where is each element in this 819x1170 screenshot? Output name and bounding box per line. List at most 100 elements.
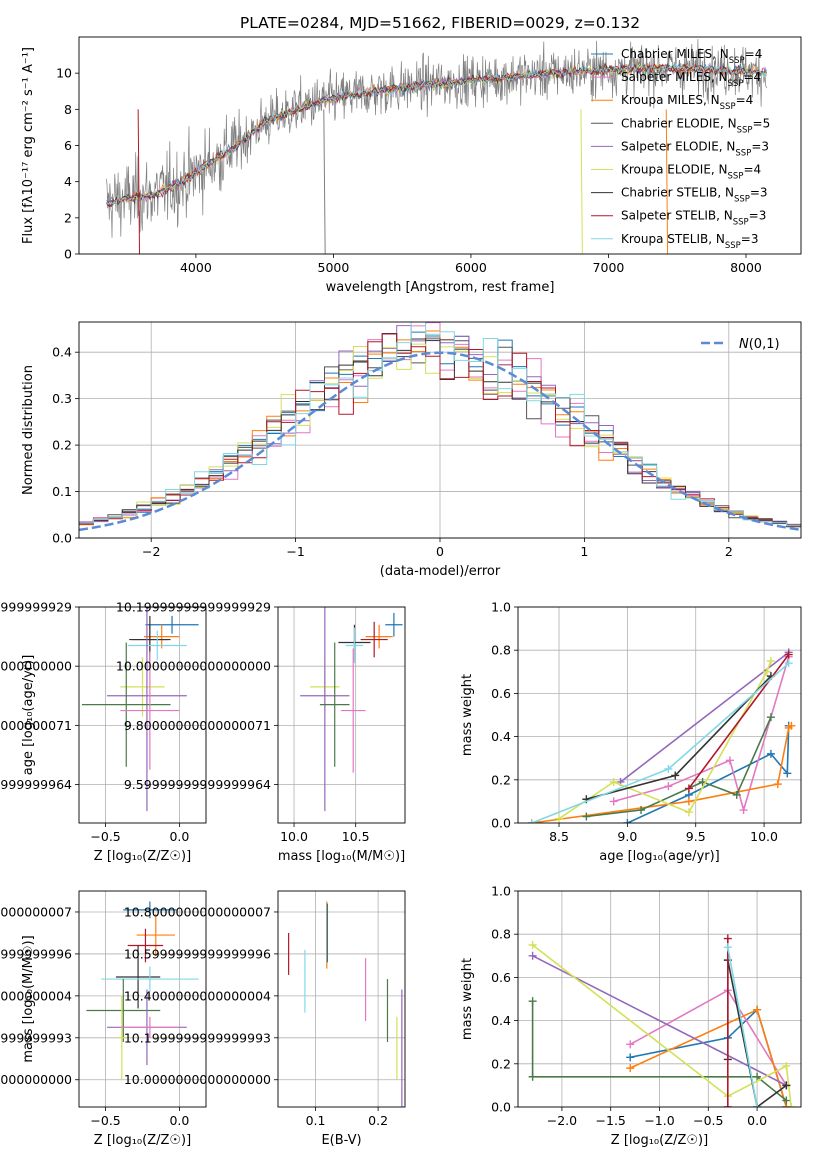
spectrum-feature <box>580 109 583 254</box>
weight-marker <box>773 780 782 789</box>
y-tick-label: 0.0 <box>491 816 511 831</box>
x-tick-label: 10.0 <box>750 829 778 844</box>
x-tick-label: −1 <box>286 544 304 559</box>
weight-marker <box>528 997 537 1006</box>
weight-line <box>688 654 790 789</box>
y-tick-label: 2 <box>64 210 72 225</box>
weight-marker <box>783 769 792 778</box>
spectrum-feature <box>323 109 326 254</box>
panel-age-weight: 8.5 9.0 9.5 10.0 0.0 0.2 0.4 0.6 0.8 1.0 age [log₁… <box>460 600 802 864</box>
x-tick-label: 0.0 <box>169 1113 189 1128</box>
y-tick-label: 0.8 <box>491 927 511 942</box>
weight-marker <box>753 1072 762 1081</box>
weight-line <box>532 944 792 1107</box>
x-tick-label: −0.5 <box>693 1113 723 1128</box>
plot-area-age-weight <box>527 648 796 823</box>
plot-area-ebv-mass <box>288 901 403 1107</box>
x-tick-label: 0 <box>436 544 444 559</box>
weight-marker <box>527 819 536 823</box>
panel-residuals: −2 −1 0 1 2 0.0 0.1 0.2 0.3 0.4 (data-model)/error… <box>21 321 802 579</box>
panel-mass-age: 10.0 10.5 9.59999999999999964 9.80000000000… <box>116 600 406 864</box>
y-tick-label: 10.8000000000000007 <box>0 904 72 919</box>
y-tick-label: 0.4 <box>52 345 72 360</box>
plot-area-z-mass <box>86 901 199 1080</box>
plot-area-residuals <box>79 322 801 532</box>
axes-frame <box>517 890 802 1108</box>
plot-area-spectrum <box>106 39 767 254</box>
weight-marker <box>723 1103 732 1107</box>
x-axis-label: wavelength [Angstrom, rest frame] <box>326 280 555 295</box>
plot-area-z-age <box>81 607 199 812</box>
y-tick-label: 0.4 <box>491 729 511 744</box>
y-tick-label: 6 <box>64 138 72 153</box>
weight-marker <box>623 819 632 823</box>
weight-marker <box>782 1096 791 1105</box>
y-tick-label: 8 <box>64 102 72 117</box>
observed-spectrum <box>106 39 767 238</box>
x-tick-label: 8.5 <box>549 829 569 844</box>
weight-marker <box>766 713 775 722</box>
y-axis-label: Flux [fλ10⁻¹⁷ erg cm⁻² s⁻¹ A⁻¹] <box>21 47 36 244</box>
weight-marker <box>528 1072 537 1081</box>
weight-marker <box>732 790 741 799</box>
weight-marker <box>609 777 618 786</box>
plot-area-mass-age <box>300 607 403 812</box>
weight-marker <box>684 797 693 806</box>
weight-marker <box>664 765 673 773</box>
x-tick-label: 9.0 <box>617 829 637 844</box>
weight-marker <box>664 782 673 791</box>
weight-marker <box>684 784 693 793</box>
x-tick-label: 2 <box>725 544 733 559</box>
model-spectrum-line <box>106 61 767 205</box>
y-tick-label: 0.0 <box>491 1100 511 1115</box>
weight-marker <box>528 951 537 960</box>
y-axis-label: mass weight <box>460 674 475 756</box>
weight-marker <box>782 1081 791 1090</box>
x-tick-label: 7000 <box>593 260 625 275</box>
weight-marker <box>725 756 734 765</box>
weight-line <box>620 651 790 783</box>
x-tick-label: 8000 <box>730 260 762 275</box>
axes-frame <box>517 606 802 824</box>
axes-frame <box>78 890 207 1108</box>
y-tick-label: 10.1999999999999993 <box>0 1030 72 1045</box>
axes-frame <box>78 606 207 824</box>
y-axis-label: mass weight <box>460 958 475 1040</box>
x-tick-label: 0.2 <box>368 1113 388 1128</box>
figure-title: PLATE=0284, MJD=51662, FIBERID=0029, z=0… <box>240 14 640 32</box>
panel-z-weight: −2.0 −1.5 −1.0 −0.5 0.0 0.0 0.2 0.4 0.6 0.8 1.0 Z [… <box>460 884 802 1148</box>
x-tick-label: 10.5 <box>342 829 370 844</box>
x-tick-label: 0.1 <box>306 1113 326 1128</box>
y-tick-label: 10.19999999999999929 <box>116 600 271 615</box>
panel-z-age: −0.5 0.0 9.59999999999999964 9.800000000000… <box>0 600 207 864</box>
weight-marker <box>723 934 732 943</box>
weight-marker <box>753 1103 762 1107</box>
y-tick-label: 10 <box>56 66 72 81</box>
y-tick-label: 0.6 <box>491 686 511 701</box>
y-tick-label: 10.00000000000000000 <box>116 659 271 674</box>
x-tick-label: −2.0 <box>547 1113 577 1128</box>
weight-marker <box>684 808 693 817</box>
x-axis-label: Z [log₁₀(Z/Z☉)] <box>611 1133 708 1148</box>
y-axis-label: Normed distribution <box>21 365 36 495</box>
axes-frame <box>277 606 406 824</box>
x-tick-label: −2 <box>142 544 160 559</box>
weight-line <box>531 1001 787 1102</box>
y-tick-label: 10.5999999999999996 <box>124 946 271 961</box>
legend-entry: Kroupa MILES, NSSP=4 <box>621 93 753 112</box>
weight-marker <box>787 721 796 730</box>
legend-entry: N(0,1) <box>739 337 780 352</box>
y-tick-label: 10.19999999999999929 <box>0 600 72 615</box>
weight-marker <box>739 806 748 815</box>
y-tick-label: 0.2 <box>491 772 511 787</box>
y-tick-label: 0 <box>64 247 72 262</box>
normal-curve <box>79 351 801 532</box>
x-axis-label: E(B-V) <box>321 1133 361 1148</box>
plot-area-z-weight <box>528 934 796 1107</box>
y-tick-label: 10.0000000000000000 <box>124 1072 271 1087</box>
x-tick-label: −0.5 <box>90 1113 120 1128</box>
x-tick-label: −1.0 <box>644 1113 674 1128</box>
x-tick-label: 5000 <box>318 260 350 275</box>
y-tick-label: 9.80000000000000071 <box>0 718 72 733</box>
legend-entry: Salpeter STELIB, NSSP=3 <box>621 209 766 228</box>
